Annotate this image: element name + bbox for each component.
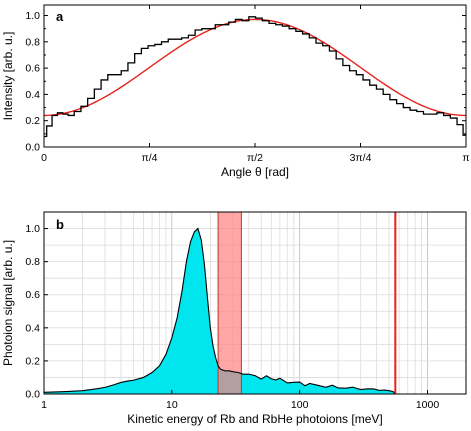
y-tick-label: 0.0	[25, 389, 40, 401]
x-tick-label: 0	[41, 152, 47, 164]
panel-a-x-axis-label: Angle θ [rad]	[221, 165, 289, 179]
panel-b-x-axis-label: Kinetic energy of Rb and RbHe photoions …	[127, 412, 382, 426]
panel-a-plot-area	[44, 16, 466, 138]
fit-curve-line	[44, 18, 466, 117]
x-tick-label: π	[462, 152, 469, 164]
panel-b: 1 10 100 1000 0.0 0.2 0.4 0.6 0.8 1.0 b Kinetic e…	[1, 211, 467, 426]
x-tick-label: π/4	[141, 152, 157, 164]
panel-a-y-axis-label: Intensity [arb. u.]	[1, 32, 15, 121]
measured-intensity-line	[44, 16, 466, 138]
y-tick-label: 0.4	[25, 89, 40, 101]
panel-b-ticks: 1 10 100 1000 0.0 0.2 0.4 0.6 0.8 1.0	[25, 223, 439, 411]
panel-a-label: a	[56, 9, 64, 24]
y-tick-label: 0.6	[25, 63, 40, 75]
panel-a: 0 π/4 π/2 3π/4 π 0.0 0.2 0.4 0.6 0.8 1.0 a Angle θ…	[1, 4, 470, 179]
x-tick-label: 1000	[416, 399, 440, 411]
y-tick-label: 0.4	[25, 322, 40, 334]
panel-b-frame	[43, 211, 467, 395]
x-tick-label: 10	[166, 399, 178, 411]
panel-b-grid	[43, 212, 467, 394]
y-tick-label: 0.2	[25, 115, 40, 127]
x-tick-label: 100	[291, 399, 309, 411]
x-tick-label: 3π/4	[350, 152, 372, 164]
x-tick-label: π/2	[247, 152, 263, 164]
y-tick-label: 0.0	[25, 142, 40, 154]
y-tick-label: 0.2	[25, 355, 40, 367]
panel-a-ticks: 0 π/4 π/2 3π/4 π 0.0 0.2 0.4 0.6 0.8 1.0	[25, 5, 470, 164]
panel-b-label: b	[56, 217, 64, 232]
y-tick-label: 1.0	[25, 10, 40, 22]
shaded-energy-band	[217, 212, 242, 394]
y-tick-label: 1.0	[25, 223, 40, 235]
y-tick-label: 0.6	[25, 289, 40, 301]
x-tick-label: 1	[41, 399, 47, 411]
y-tick-label: 0.8	[25, 256, 40, 268]
y-tick-label: 0.8	[25, 36, 40, 48]
panel-b-y-axis-label: Photoion signal [arb. u.]	[1, 240, 15, 366]
panel-b-plot-area	[44, 212, 397, 394]
